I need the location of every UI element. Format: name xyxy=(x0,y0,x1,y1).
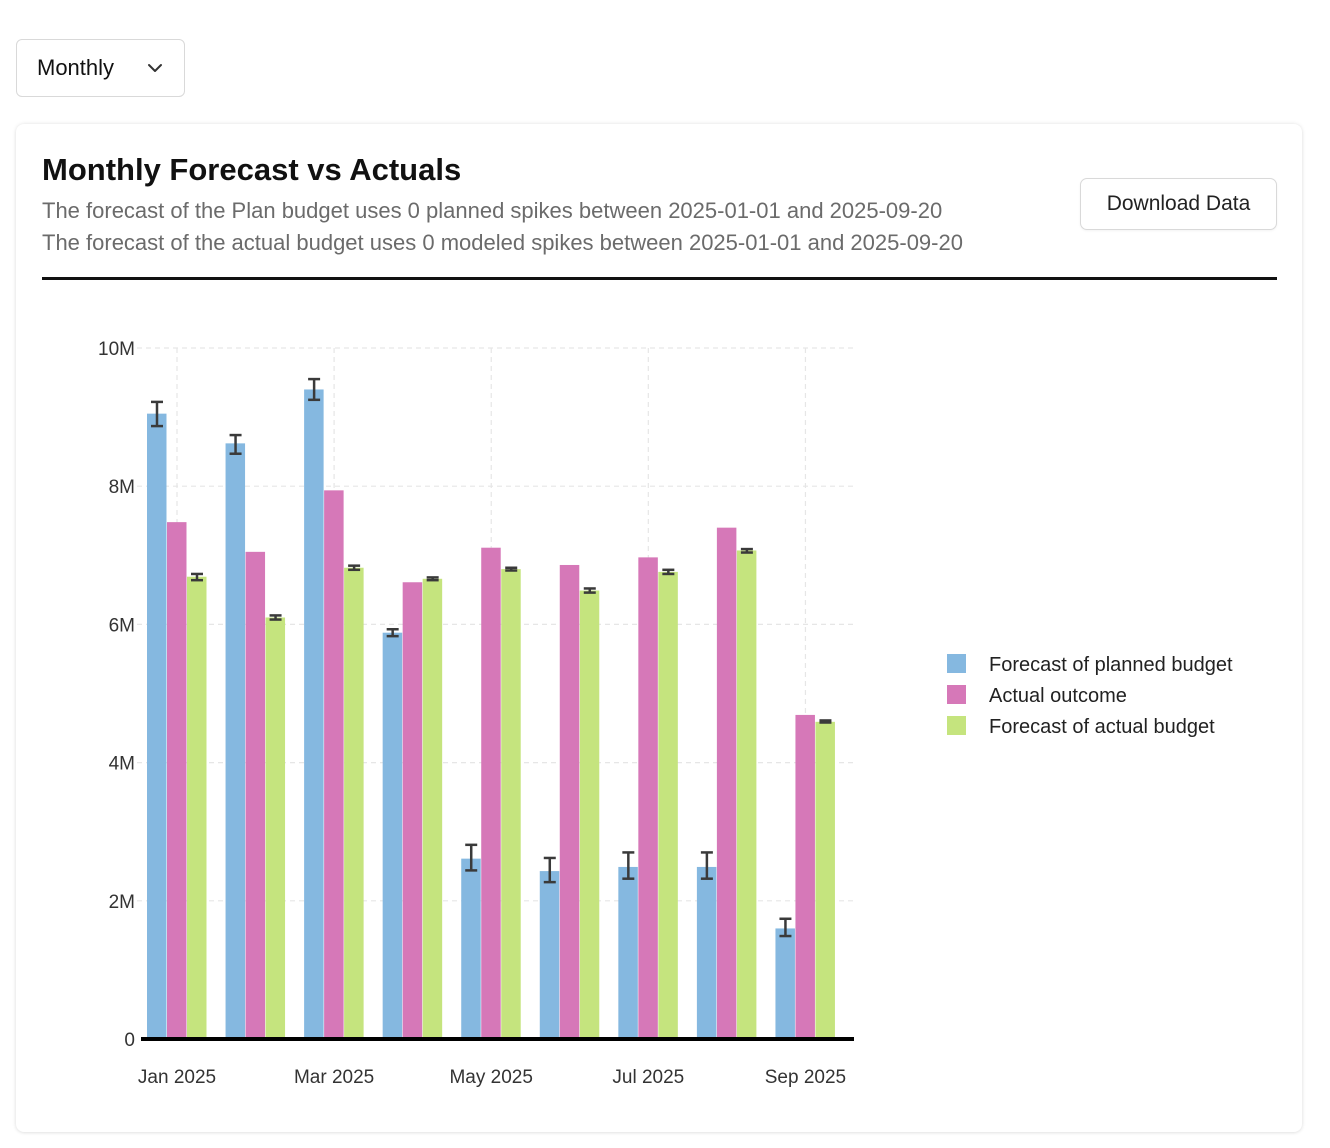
download-data-button[interactable]: Download Data xyxy=(1080,178,1277,230)
chevron-down-icon xyxy=(148,64,162,72)
forecast-card: Monthly Forecast vs Actuals The forecast… xyxy=(16,124,1302,1132)
period-select-value: Monthly xyxy=(37,55,115,80)
period-select[interactable]: Monthly xyxy=(16,39,185,97)
actual-forecast-subtitle: The forecast of the actual budget uses 0… xyxy=(42,230,963,255)
header-divider xyxy=(42,277,1277,280)
card-title: Monthly Forecast vs Actuals xyxy=(42,152,462,187)
plan-forecast-subtitle: The forecast of the Plan budget uses 0 p… xyxy=(42,198,943,223)
